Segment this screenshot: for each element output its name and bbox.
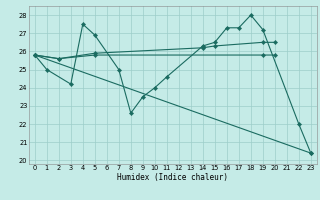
X-axis label: Humidex (Indice chaleur): Humidex (Indice chaleur)	[117, 173, 228, 182]
